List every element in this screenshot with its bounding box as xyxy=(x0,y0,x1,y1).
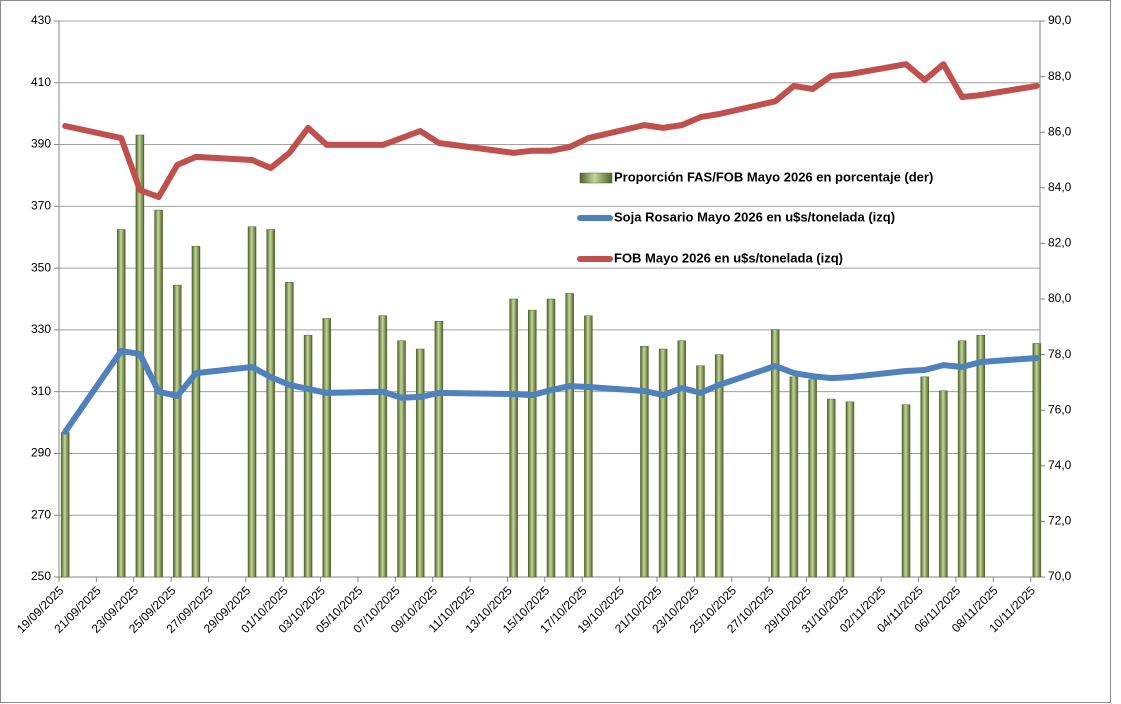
bar xyxy=(976,334,986,578)
bar xyxy=(565,293,574,578)
bar xyxy=(509,298,518,578)
bar xyxy=(528,309,537,578)
bar xyxy=(957,340,967,578)
bar xyxy=(714,354,724,578)
bar xyxy=(658,348,668,578)
y2-tick-label: 90,0 xyxy=(1048,13,1072,27)
legend-label: Soja Rosario Mayo 2026 en u$s/tonelada (… xyxy=(614,209,895,224)
legend-label: Proporción FAS/FOB Mayo 2026 en porcenta… xyxy=(614,169,933,184)
y2-tick-label: 84,0 xyxy=(1048,180,1072,194)
y-tick-label: 430 xyxy=(31,13,51,27)
bar xyxy=(939,390,948,578)
bar xyxy=(191,245,201,578)
y-tick-label: 310 xyxy=(31,384,51,398)
y-tick-label: 390 xyxy=(31,137,51,151)
bar xyxy=(901,404,911,578)
legend-swatch xyxy=(579,172,613,184)
bar xyxy=(1032,343,1042,578)
y2-tick-label: 72,0 xyxy=(1048,514,1072,528)
y2-tick-label: 74,0 xyxy=(1048,458,1072,472)
bar xyxy=(640,346,649,578)
bar xyxy=(266,229,275,578)
bar xyxy=(827,398,836,578)
bar xyxy=(920,376,929,578)
bar xyxy=(247,226,257,578)
y-tick-label: 250 xyxy=(31,569,51,583)
bar xyxy=(808,379,817,578)
line xyxy=(62,347,1040,435)
bar xyxy=(434,320,444,578)
bar xyxy=(770,329,780,578)
legend-label: FOB Mayo 2026 en u$s/tonelada (izq) xyxy=(614,250,843,265)
bar xyxy=(60,432,70,578)
y-tick-label: 290 xyxy=(31,446,51,460)
y2-tick-label: 78,0 xyxy=(1048,347,1072,361)
bar xyxy=(845,401,855,578)
line xyxy=(62,61,1040,201)
y-tick-label: 330 xyxy=(31,322,51,336)
y2-tick-label: 70,0 xyxy=(1048,569,1072,583)
y-tick-label: 350 xyxy=(31,260,51,274)
bar xyxy=(378,315,388,578)
y-tick-label: 370 xyxy=(31,199,51,213)
bar xyxy=(116,229,126,578)
bar xyxy=(546,298,556,578)
bar xyxy=(696,365,705,578)
bar xyxy=(173,284,182,578)
y2-tick-label: 82,0 xyxy=(1048,236,1072,250)
bar xyxy=(415,348,425,578)
bar xyxy=(584,315,593,578)
y2-tick-label: 80,0 xyxy=(1048,291,1072,305)
y-tick-label: 270 xyxy=(31,507,51,521)
y2-tick-label: 86,0 xyxy=(1048,124,1072,138)
bar xyxy=(322,318,332,578)
y2-tick-label: 88,0 xyxy=(1048,69,1072,83)
bar xyxy=(303,334,313,578)
y2-tick-label: 76,0 xyxy=(1048,402,1072,416)
bar xyxy=(789,376,799,578)
bar xyxy=(285,282,294,578)
bar xyxy=(397,340,406,578)
y-tick-label: 410 xyxy=(31,75,51,89)
bar xyxy=(677,340,687,578)
